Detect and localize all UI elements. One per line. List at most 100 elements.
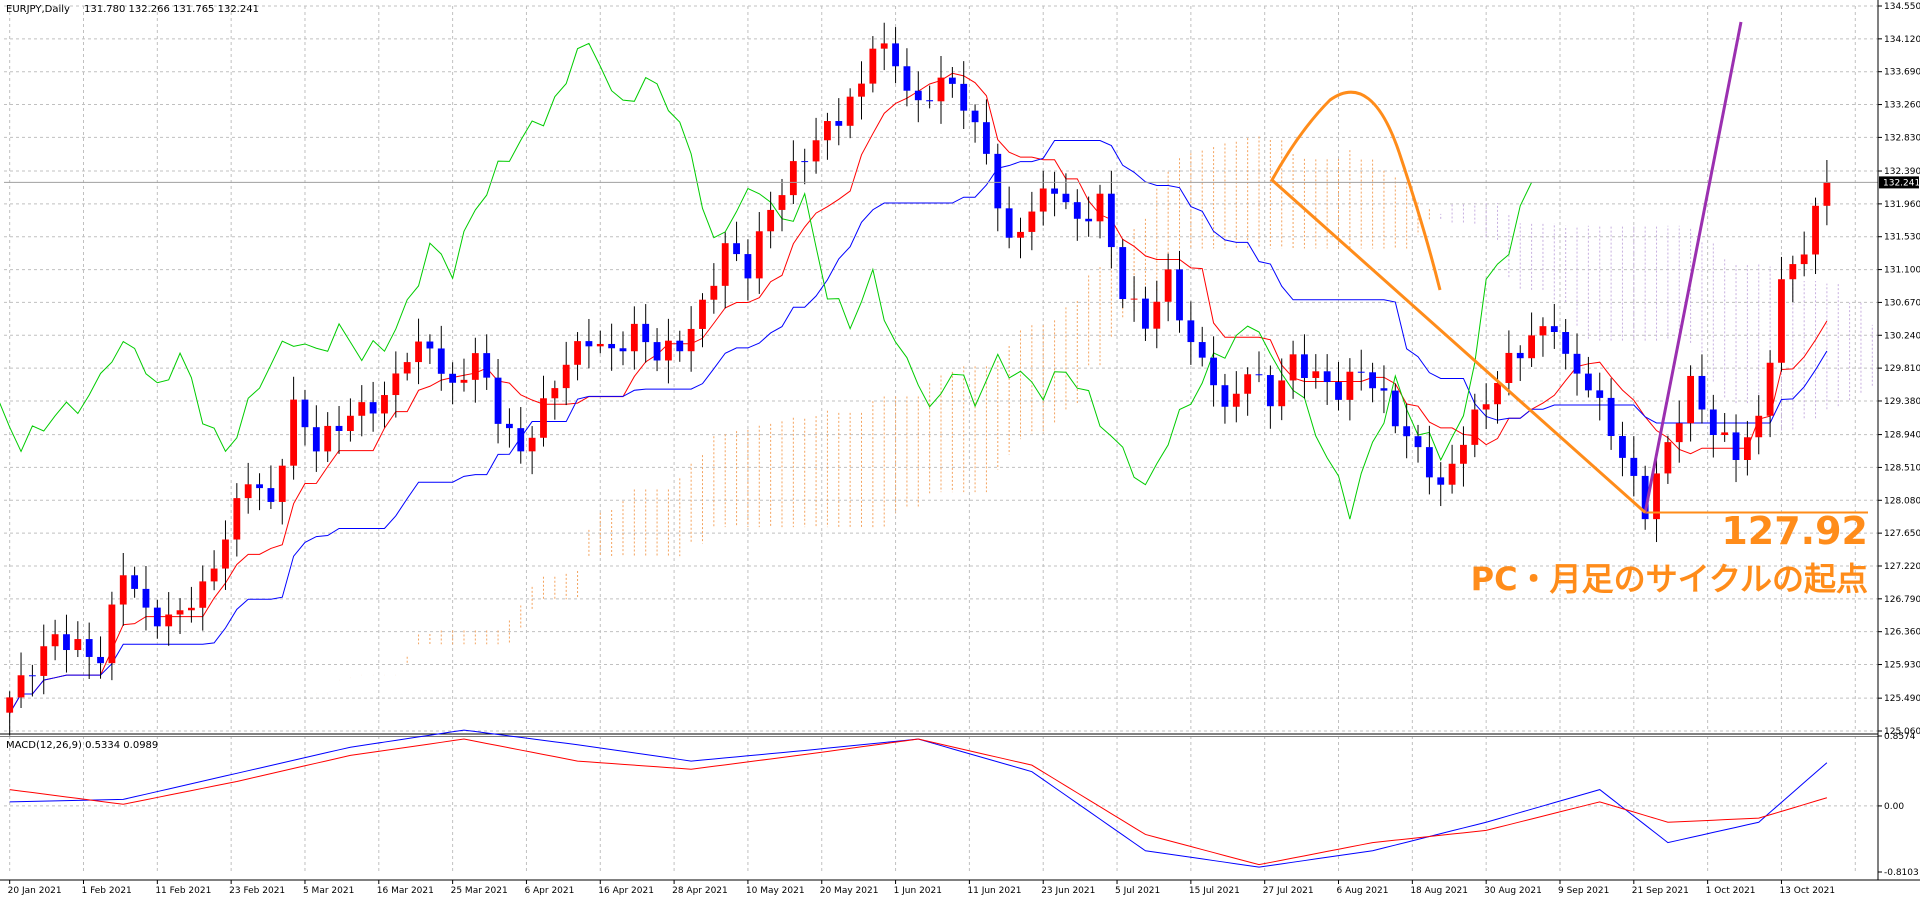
time-tick-label: 16 Apr 2021	[598, 886, 654, 896]
candle-body	[1380, 388, 1388, 391]
time-tick-label: 23 Jun 2021	[1041, 886, 1095, 896]
candle-body	[119, 575, 127, 605]
price-tick-label: 132.390	[1884, 167, 1920, 177]
candle-body	[1437, 477, 1445, 485]
price-tick-label: 130.240	[1884, 331, 1920, 341]
candle-body	[1369, 372, 1376, 389]
time-tick-label: 15 Jul 2021	[1189, 886, 1240, 896]
candle-body	[687, 328, 695, 352]
candle-body	[346, 415, 354, 431]
candle-body	[653, 342, 661, 361]
candle-body	[1244, 374, 1252, 394]
candle-body	[971, 110, 979, 123]
candle-body	[131, 575, 139, 589]
candle-body	[1619, 436, 1626, 458]
candle-body	[699, 299, 706, 329]
candle-body	[596, 343, 604, 347]
candle-body	[1210, 357, 1217, 386]
candle-body	[392, 373, 400, 396]
candle-body	[926, 100, 934, 102]
candle-body	[28, 675, 36, 677]
candle-body	[1232, 393, 1240, 407]
price-tick-label: 132.830	[1884, 133, 1920, 143]
time-tick-label: 11 Jun 2021	[967, 886, 1021, 896]
candle-body	[1323, 371, 1331, 383]
current-price-label: 132.241	[1883, 178, 1920, 188]
candle-body	[585, 341, 593, 347]
candle-body	[222, 539, 229, 569]
candle-body	[324, 425, 332, 452]
candle-body	[244, 484, 252, 499]
price-tick-label: 131.530	[1884, 233, 1920, 243]
price-tick-label: 133.690	[1884, 68, 1920, 78]
candle-body	[858, 83, 865, 97]
candle-body	[1721, 432, 1729, 435]
candle-body	[369, 402, 377, 414]
candle-body	[153, 607, 161, 627]
time-tick-label: 1 Jun 2021	[894, 886, 942, 896]
candle-body	[630, 323, 638, 352]
time-tick-label: 21 Sep 2021	[1632, 886, 1689, 896]
candle-body	[290, 399, 298, 466]
time-tick-label: 6 Aug 2021	[1337, 886, 1389, 896]
candle-body	[1130, 298, 1138, 300]
candle-body	[267, 488, 275, 502]
candle-body	[1800, 254, 1808, 265]
candle-body	[789, 161, 797, 196]
candle-body	[1698, 375, 1706, 410]
macd-tick-label: -0.8103	[1884, 868, 1919, 878]
candle-body	[1823, 182, 1831, 206]
candle-body	[358, 402, 366, 416]
price-tick-label: 134.120	[1884, 35, 1920, 45]
candle-body	[744, 254, 752, 279]
chikou-span-line	[0, 42, 1533, 520]
candle-body	[642, 323, 650, 343]
candle-body	[1755, 415, 1763, 438]
candle-body	[165, 614, 173, 627]
candle-body	[869, 48, 877, 84]
candle-body	[983, 122, 990, 154]
candle-body	[1085, 218, 1093, 222]
candle-body	[449, 373, 457, 383]
time-tick-label: 10 May 2021	[746, 886, 805, 896]
candle-body	[1176, 269, 1183, 321]
candle-body	[1425, 447, 1433, 478]
time-tick-label: 25 Mar 2021	[451, 886, 508, 896]
candle-body	[1153, 301, 1161, 329]
candle-body	[1301, 354, 1308, 378]
time-tick-label: 20 Jan 2021	[8, 886, 62, 896]
candle-body	[1516, 352, 1524, 359]
candle-body	[381, 395, 388, 414]
time-tick-label: 5 Jul 2021	[1115, 886, 1160, 896]
candle-body	[437, 348, 445, 374]
candle-body	[948, 77, 956, 84]
price-tick-label: 126.790	[1884, 595, 1920, 605]
candle-body	[1584, 373, 1592, 391]
candle-body	[1028, 211, 1036, 232]
candle-body	[892, 43, 899, 67]
price-tick-label: 131.100	[1884, 266, 1920, 276]
candle-body	[426, 341, 434, 349]
candle-body	[710, 285, 718, 300]
price-tick-label: 134.550	[1884, 2, 1920, 12]
candle-body	[1051, 188, 1058, 194]
candle-body	[17, 675, 25, 698]
price-tick-label: 131.960	[1884, 200, 1920, 210]
candle-body	[937, 77, 945, 102]
candle-body	[540, 398, 547, 438]
candle-body	[176, 610, 184, 615]
candle-body	[278, 465, 286, 502]
candle-body	[1471, 409, 1479, 445]
chart-title: EURJPY,Daily	[6, 4, 70, 15]
candle-body	[1164, 269, 1172, 302]
candle-body	[1119, 247, 1127, 300]
candle-body	[994, 153, 1002, 209]
macd-signal-line	[9, 738, 1828, 866]
candle-body	[108, 604, 116, 664]
candle-body	[914, 90, 922, 101]
candle-body	[1789, 264, 1797, 280]
